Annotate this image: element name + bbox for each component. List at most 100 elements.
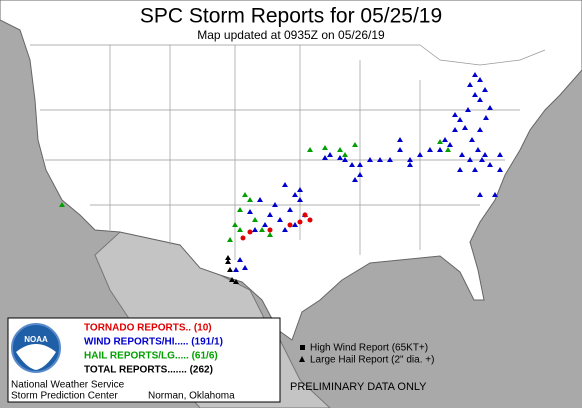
- report-marker: [267, 232, 273, 237]
- report-marker: [462, 125, 468, 130]
- report-marker: [477, 77, 483, 82]
- report-marker: [497, 167, 503, 172]
- report-marker: [457, 167, 463, 172]
- report-marker: [457, 117, 463, 122]
- report-marker: [437, 139, 443, 144]
- report-marker: [472, 72, 478, 77]
- wind-legend: WIND REPORTS/HI..... (191/1): [84, 337, 223, 348]
- report-marker: [467, 157, 473, 162]
- report-marker: [469, 137, 475, 142]
- title: SPC Storm Reports for 05/25/19: [140, 5, 442, 28]
- report-marker: [447, 142, 453, 147]
- report-marker: [459, 152, 465, 157]
- report-marker: [442, 137, 448, 142]
- report-marker: [349, 162, 355, 167]
- report-marker: [407, 162, 413, 167]
- report-marker: [225, 255, 231, 260]
- report-marker: [472, 167, 478, 172]
- report-marker: [233, 267, 239, 272]
- report-marker: [357, 172, 363, 177]
- report-marker: [472, 92, 478, 97]
- report-marker: [492, 192, 498, 197]
- report-marker: [259, 227, 265, 232]
- report-marker: [452, 127, 458, 132]
- report-marker: [233, 279, 239, 284]
- report-marker: [292, 192, 298, 197]
- report-marker: [297, 187, 303, 192]
- report-marker: [452, 112, 458, 117]
- report-marker: [352, 177, 358, 182]
- report-marker: [232, 222, 238, 227]
- tornado-marker: [240, 235, 246, 241]
- report-marker: [59, 202, 65, 207]
- large-hail-symbol: [299, 356, 305, 362]
- report-marker: [342, 157, 348, 162]
- report-marker: [483, 115, 489, 120]
- report-marker: [229, 277, 235, 282]
- report-marker: [337, 147, 343, 152]
- report-marker: [282, 227, 288, 232]
- report-marker: [465, 107, 471, 112]
- report-marker: [477, 192, 483, 197]
- report-markers: [59, 72, 503, 284]
- tornado-marker: [267, 227, 273, 233]
- report-marker: [242, 265, 248, 270]
- report-marker: [482, 152, 488, 157]
- report-marker: [237, 257, 243, 262]
- tornado-legend: TORNADO REPORTS.. (10): [84, 323, 212, 334]
- report-marker: [445, 147, 451, 152]
- report-marker: [297, 197, 303, 202]
- report-marker: [247, 209, 253, 214]
- tornado-marker: [287, 222, 293, 228]
- report-marker: [272, 202, 278, 207]
- report-marker: [262, 222, 268, 227]
- report-marker: [397, 147, 403, 152]
- report-marker: [367, 157, 373, 162]
- report-marker: [357, 162, 363, 167]
- center: Storm Prediction Center: [11, 391, 118, 402]
- report-marker: [237, 227, 243, 232]
- land: [0, 0, 582, 341]
- hail-legend: HAIL REPORTS/LG..... (61/6): [84, 351, 218, 362]
- tornado-marker: [247, 229, 253, 235]
- report-marker: [479, 157, 485, 162]
- report-marker: [322, 145, 328, 150]
- high-wind-key: High Wind Report (65KT+): [310, 343, 428, 354]
- report-marker: [242, 192, 248, 197]
- report-marker: [482, 87, 488, 92]
- report-marker: [227, 267, 233, 272]
- report-marker: [387, 157, 393, 162]
- report-marker: [487, 162, 493, 167]
- location: Norman, Oklahoma: [148, 391, 235, 402]
- report-marker: [497, 152, 503, 157]
- report-marker: [337, 155, 343, 160]
- report-marker: [467, 82, 473, 87]
- report-marker: [247, 197, 253, 202]
- report-marker: [342, 152, 348, 157]
- report-marker: [292, 222, 298, 227]
- notice: PRELIMINARY DATA ONLY: [290, 381, 427, 393]
- report-marker: [287, 207, 293, 212]
- report-marker: [307, 147, 313, 152]
- report-marker: [407, 157, 413, 162]
- report-marker: [477, 127, 483, 132]
- report-marker: [322, 155, 328, 160]
- high-wind-symbol: [300, 345, 305, 350]
- report-marker: [237, 207, 243, 212]
- subtitle: Map updated at 0935Z on 05/26/19: [197, 28, 385, 42]
- report-marker: [352, 142, 358, 147]
- report-marker: [477, 97, 483, 102]
- report-marker: [437, 147, 443, 152]
- noaa-logo-bird: [16, 344, 56, 370]
- report-marker: [267, 212, 273, 217]
- report-marker: [225, 259, 231, 264]
- report-marker: [252, 227, 258, 232]
- report-marker: [397, 137, 403, 142]
- report-marker: [417, 152, 423, 157]
- report-marker: [277, 217, 283, 222]
- tornado-marker: [302, 212, 308, 218]
- report-marker: [327, 152, 333, 157]
- agency: National Weather Service: [11, 380, 125, 391]
- tornado-marker: [297, 219, 303, 225]
